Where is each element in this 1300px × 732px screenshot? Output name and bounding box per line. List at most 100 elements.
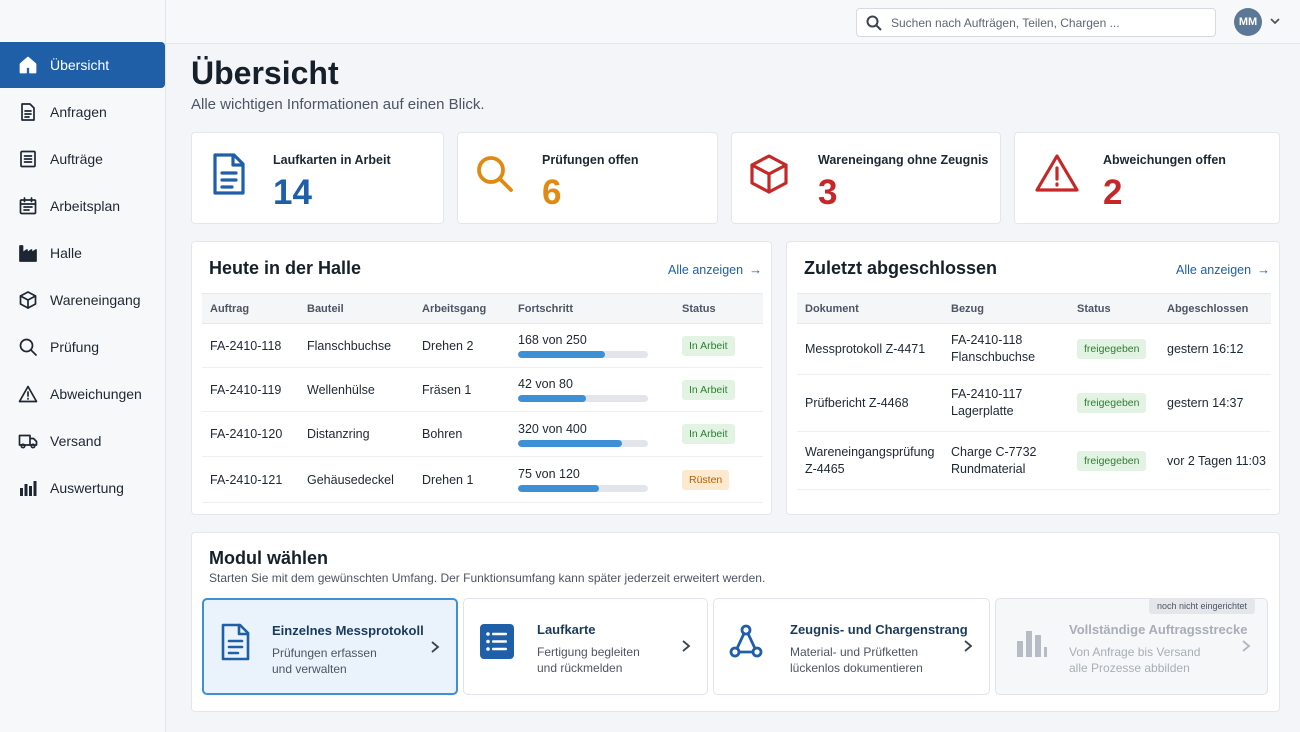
kpi-card-abweichungen[interactable]: Abweichungen offen 2 xyxy=(1014,132,1280,224)
sidebar-item-pruefung[interactable]: Prüfung xyxy=(0,324,165,370)
kpi-card-wareneingang[interactable]: Wareneingang ohne Zeugnis 3 xyxy=(731,132,1001,224)
status-cell: freigegeben xyxy=(1069,431,1159,490)
chevron-right-icon xyxy=(430,640,440,654)
panel-title: Heute in der Halle xyxy=(209,258,362,278)
module-name: Laufkarte xyxy=(537,622,596,637)
halle-panel: Heute in der Halle Alle anzeigen → Auftra… xyxy=(191,241,772,515)
module-desc: Fertigung begleiten und rückmelden xyxy=(537,644,640,676)
table-row[interactable]: FA-2410-121 Gehäusedeckel Drehen 1 75 vo… xyxy=(202,456,763,503)
column-header[interactable]: Bauteil xyxy=(299,293,414,324)
sidebar-item-arbeitsplan[interactable]: Arbeitsplan xyxy=(0,183,165,229)
table-row[interactable]: Prüfbericht Z-4468 FA-2410-117 Lagerplatt… xyxy=(797,374,1271,432)
show-all-link[interactable]: Alle anzeigen → xyxy=(1176,262,1270,277)
table-row[interactable]: Wareneingangsprüfung Z-4465 Charge C-7732… xyxy=(797,431,1271,490)
sidebar-item-label: Wareneingang xyxy=(50,292,141,308)
column-header[interactable]: Auftrag xyxy=(202,293,299,324)
chevron-right-icon xyxy=(681,639,691,653)
sidebar-item-versand[interactable]: Versand xyxy=(0,418,165,464)
kpi-value: 3 xyxy=(818,173,838,212)
sidebar-item-abweichungen[interactable]: Abweichungen xyxy=(0,371,165,417)
halle-table: Auftrag Bauteil Arbeitsgang Fortschritt … xyxy=(202,293,763,503)
bauteil-cell: Flanschbuchse xyxy=(299,323,414,368)
status-badge: freigegeben xyxy=(1077,339,1147,359)
home-icon xyxy=(18,55,38,75)
chevron-down-icon[interactable] xyxy=(1269,14,1281,26)
sidebar-item-uebersicht[interactable]: Übersicht xyxy=(0,42,165,88)
status-badge: noch nicht eingerichtet xyxy=(1148,598,1255,614)
sidebar-item-label: Aufträge xyxy=(50,151,103,167)
search-input[interactable] xyxy=(891,15,1191,30)
status-cell: In Arbeit xyxy=(674,367,763,412)
kpi-card-pruefungen[interactable]: Prüfungen offen 6 xyxy=(457,132,718,224)
kpi-label: Abweichungen offen xyxy=(1103,153,1226,167)
time-cell: gestern 14:37 xyxy=(1159,374,1271,432)
table-row[interactable]: FA-2410-118 Flanschbuchse Drehen 2 168 v… xyxy=(202,323,763,368)
sidebar-item-label: Auswertung xyxy=(50,480,124,496)
sidebar-item-halle[interactable]: Halle xyxy=(0,230,165,276)
kpi-label: Laufkarten in Arbeit xyxy=(273,153,391,167)
arbeitsgang-cell: Drehen 1 xyxy=(414,456,510,503)
column-header[interactable]: Fortschritt xyxy=(510,293,674,324)
kpi-card-laufkarten[interactable]: Laufkarten in Arbeit 14 xyxy=(191,132,444,224)
sidebar: Übersicht Anfragen Aufträge Arbeitsplan … xyxy=(0,0,166,732)
column-header[interactable]: Status xyxy=(674,293,763,324)
table-row[interactable]: Messprotokoll Z-4471 FA-2410-118 Flanschb… xyxy=(797,323,1271,375)
bezug-cell: Charge C-7732 Rundmaterial xyxy=(943,431,1069,490)
bezug-line-2: Rundmaterial xyxy=(951,461,1026,476)
module-card-laufkarte[interactable]: Laufkarte Fertigung begleiten und rückmel… xyxy=(463,598,708,695)
bezug-line-2: Flanschbuchse xyxy=(951,350,1036,364)
status-badge: freigegeben xyxy=(1077,393,1147,413)
dokument-line-2: Z-4465 xyxy=(805,461,845,476)
status-cell: In Arbeit xyxy=(674,323,763,368)
status-badge: Rüsten xyxy=(682,469,730,490)
progress-fill xyxy=(518,485,600,492)
module-card-auftragsstrecke: noch nicht eingerichtet Vollständige Auf… xyxy=(995,598,1268,695)
column-header[interactable]: Dokument xyxy=(797,293,943,324)
show-all-link[interactable]: Alle anzeigen → xyxy=(668,262,762,277)
table-row[interactable]: FA-2410-119 Wellenhülse Fräsen 1 42 von … xyxy=(202,367,763,412)
module-card-messprotokoll[interactable]: Einzelnes Messprotokoll Prüfungen erfass… xyxy=(202,598,458,695)
module-desc-line-1: Prüfungen erfassen xyxy=(272,646,377,660)
warning-icon xyxy=(18,384,38,404)
status-cell: freigegeben xyxy=(1069,374,1159,432)
done-table: Dokument Bezug Status Abgeschlossen Mess… xyxy=(797,293,1271,490)
progress-cell: 75 von 120 xyxy=(510,456,674,503)
column-header[interactable]: Status xyxy=(1069,293,1159,324)
progress-bar xyxy=(518,395,648,402)
page-subtitle: Alle wichtigen Informationen auf einen B… xyxy=(191,96,485,113)
dokument-cell: Prüfbericht Z-4468 xyxy=(797,374,943,432)
sidebar-item-label: Übersicht xyxy=(50,57,110,73)
module-card-zeugnis[interactable]: Zeugnis- und Chargenstrang Material- und… xyxy=(713,598,990,695)
arrow-right-icon: → xyxy=(749,262,763,277)
sidebar-nav: Übersicht Anfragen Aufträge Arbeitsplan … xyxy=(0,42,165,512)
bezug-cell: FA-2410-117 Lagerplatte xyxy=(943,374,1069,432)
document-icon xyxy=(218,622,254,662)
column-header[interactable]: Arbeitsgang xyxy=(414,293,510,324)
status-cell: Rüsten xyxy=(674,456,763,503)
avatar[interactable]: MM xyxy=(1234,8,1262,36)
dokument-line-1: Wareneingangsprüfung xyxy=(805,444,935,459)
search-box[interactable] xyxy=(856,8,1216,37)
bauteil-cell: Wellenhülse xyxy=(299,367,414,412)
table-row[interactable]: FA-2410-120 Distanzring Bohren 320 von 4… xyxy=(202,411,763,457)
column-header[interactable]: Abgeschlossen xyxy=(1159,293,1271,324)
calendar-icon xyxy=(18,196,38,216)
auftrag-cell: FA-2410-120 xyxy=(202,411,299,457)
column-header[interactable]: Bezug xyxy=(943,293,1069,324)
warning-icon xyxy=(1034,152,1080,196)
sidebar-item-auswertung[interactable]: Auswertung xyxy=(0,465,165,511)
module-desc: Material- und Prüfketten lückenlos dokume… xyxy=(790,644,923,676)
sidebar-item-auftraege[interactable]: Aufträge xyxy=(0,136,165,182)
module-name: Zeugnis- und Chargenstrang xyxy=(790,622,968,637)
status-badge: In Arbeit xyxy=(682,335,735,356)
sidebar-item-wareneingang[interactable]: Wareneingang xyxy=(0,277,165,323)
progress-fill xyxy=(518,395,587,402)
kpi-value: 14 xyxy=(273,173,312,212)
progress-text: 168 von 250 xyxy=(518,333,587,347)
sidebar-item-anfragen[interactable]: Anfragen xyxy=(0,89,165,135)
sidebar-item-label: Anfragen xyxy=(50,104,107,120)
arbeitsgang-cell: Bohren xyxy=(414,411,510,457)
panel-title: Modul wählen xyxy=(209,548,328,568)
sidebar-item-label: Versand xyxy=(50,433,102,449)
kpi-value: 2 xyxy=(1103,173,1123,212)
